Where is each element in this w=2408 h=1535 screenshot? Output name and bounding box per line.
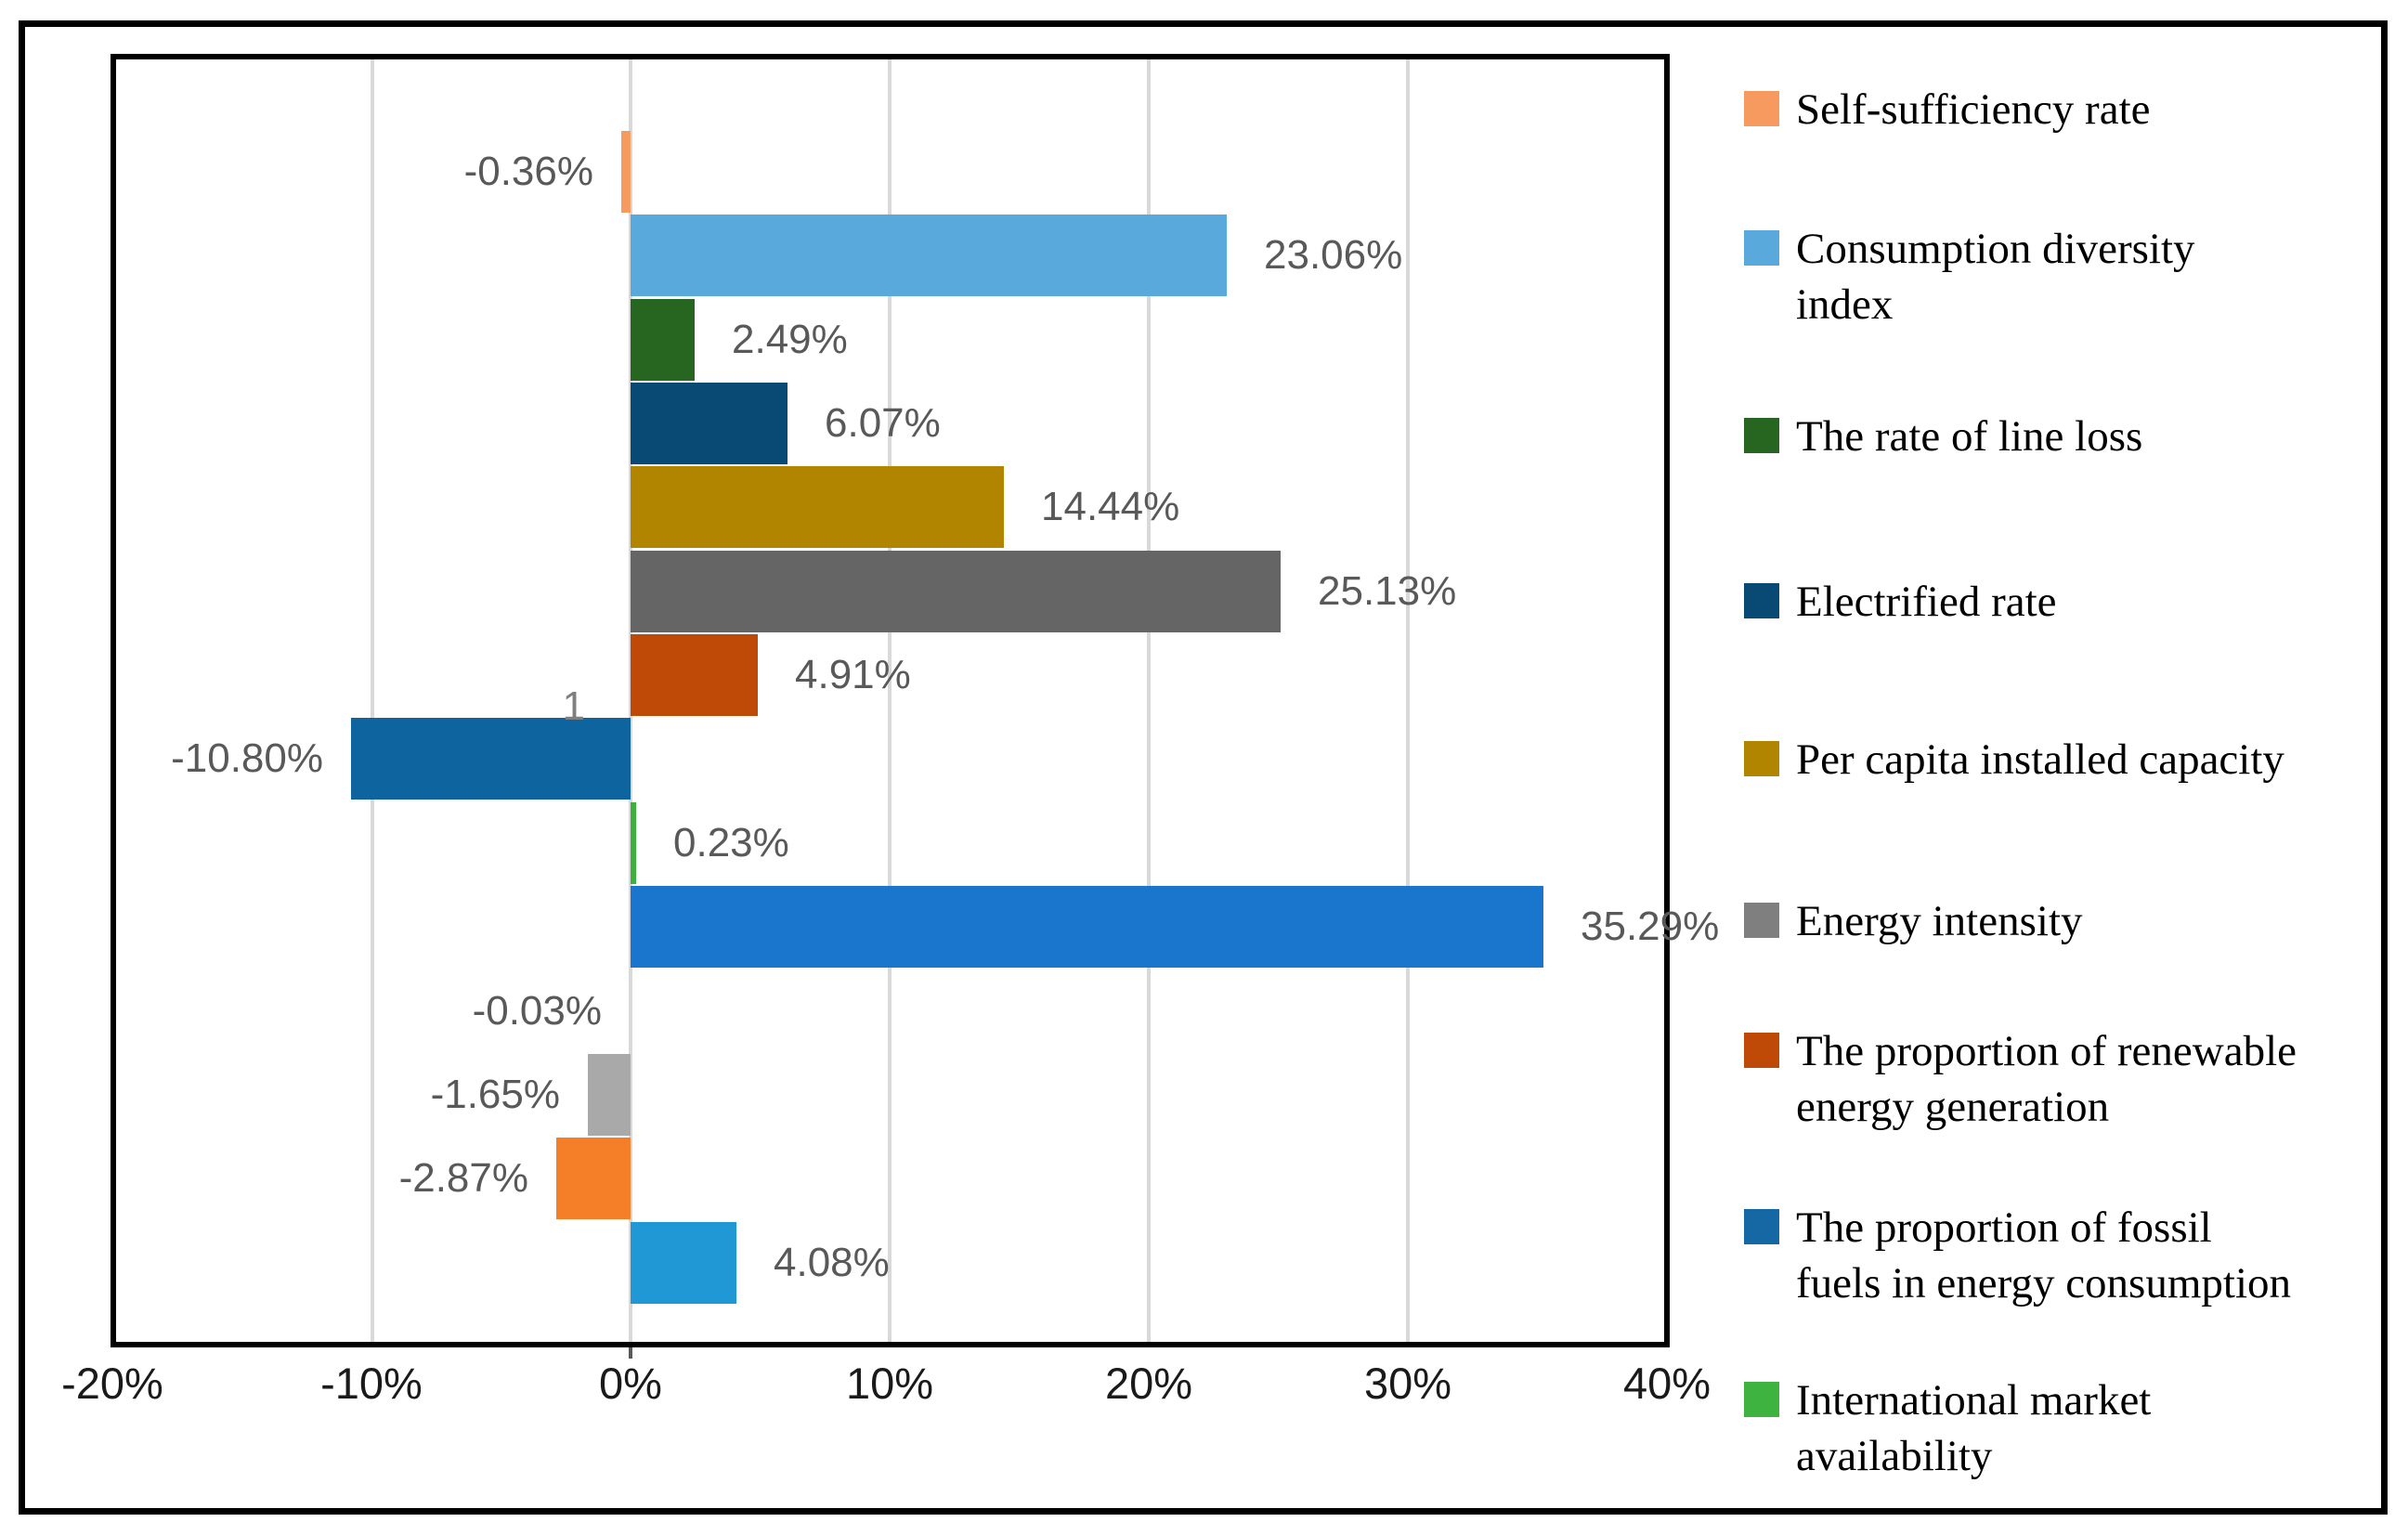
legend-label: Electrified rate <box>1796 578 2057 626</box>
legend-label: Consumption diversity index <box>1796 225 2195 329</box>
legend-label: International market availability <box>1796 1376 2152 1480</box>
bar-label: -0.03% <box>472 988 602 1034</box>
x-tick-label: 30% <box>1363 1359 1452 1408</box>
x-tick-label: 20% <box>1104 1359 1193 1408</box>
bar-series-13 <box>556 1138 631 1219</box>
x-axis-zero-tick <box>629 1347 632 1359</box>
bar-series-14 <box>631 1222 736 1304</box>
gridline <box>1406 59 1410 1342</box>
legend-item: The rate of line loss <box>1738 409 2388 464</box>
legend-item: Consumption diversity index <box>1738 221 2388 329</box>
legend-swatch <box>1744 903 1779 938</box>
category-axis-label: 1 <box>562 683 585 729</box>
x-tick-label: -20% <box>61 1359 163 1408</box>
legend-item: Self-sufficiency rate <box>1738 82 2388 137</box>
gridline <box>1147 59 1151 1342</box>
legend-item: The proportion of renewable energy gener… <box>1738 1023 2388 1131</box>
plot-area-border <box>111 54 1670 1347</box>
legend-swatch <box>1744 230 1779 266</box>
bar-series-12 <box>588 1054 631 1136</box>
bar-the-rate-of-line-loss <box>631 299 695 381</box>
legend-label: The proportion of renewable energy gener… <box>1796 1027 2297 1131</box>
bar-label: 4.91% <box>795 652 911 697</box>
legend-swatch <box>1744 1033 1779 1068</box>
bar-energy-intensity <box>631 551 1281 632</box>
chart-legend: Self-sufficiency rate Consumption diversi… <box>1738 0 2388 1535</box>
bar-the-proportion-of-renewable-energy-generation <box>631 634 758 716</box>
bar-label: 14.44% <box>1041 484 1180 529</box>
bar-label: 25.13% <box>1318 568 1457 614</box>
bar-label: 4.08% <box>774 1240 890 1285</box>
bar-label: 2.49% <box>732 317 848 362</box>
bar-label: -10.80% <box>171 735 323 781</box>
legend-item: Electrified rate <box>1738 574 2388 630</box>
gridline <box>888 59 892 1342</box>
x-tick-label: -10% <box>320 1359 423 1408</box>
x-tick-label: 40% <box>1622 1359 1712 1408</box>
bar-electrified-rate <box>631 383 787 464</box>
legend-swatch <box>1744 741 1779 776</box>
bar-label: -2.87% <box>398 1155 528 1201</box>
x-tick-label: 10% <box>845 1359 934 1408</box>
legend-swatch <box>1744 583 1779 618</box>
legend-item: Per capita installed capacity <box>1738 732 2388 787</box>
legend-swatch <box>1744 418 1779 453</box>
legend-label: Self-sufficiency rate <box>1796 85 2151 134</box>
bar-label: 23.06% <box>1264 232 1403 278</box>
legend-item: Energy intensity <box>1738 893 2388 949</box>
bar-per-capita-installed-capacity <box>631 466 1004 548</box>
legend-item: International market availability <box>1738 1372 2388 1480</box>
gridline <box>371 59 374 1342</box>
bar-international-market-availability <box>631 802 636 884</box>
bar-label: 35.29% <box>1581 904 1720 949</box>
legend-label: The proportion of fossil fuels in energy… <box>1796 1203 2292 1307</box>
bar-label: 6.07% <box>825 400 941 446</box>
legend-label: Energy intensity <box>1796 897 2083 945</box>
bar-label: 0.23% <box>673 820 789 865</box>
bar-consumption-diversity-index <box>631 215 1227 296</box>
bar-the-proportion-of-fossil-fuels-in-energy-consumption <box>351 718 631 800</box>
bar-label: -0.36% <box>463 149 593 194</box>
bar-label: -1.65% <box>430 1072 560 1117</box>
bar-self-sufficiency-rate <box>621 131 631 213</box>
legend-item: The proportion of fossil fuels in energy… <box>1738 1200 2388 1307</box>
figure-border <box>19 20 2388 1515</box>
legend-label: Per capita installed capacity <box>1796 735 2284 784</box>
bar-series-10 <box>631 886 1543 968</box>
x-tick-label: 0% <box>599 1359 662 1408</box>
legend-swatch <box>1744 1209 1779 1244</box>
legend-swatch <box>1744 1382 1779 1417</box>
legend-label: The rate of line loss <box>1796 412 2143 461</box>
legend-swatch <box>1744 91 1779 126</box>
